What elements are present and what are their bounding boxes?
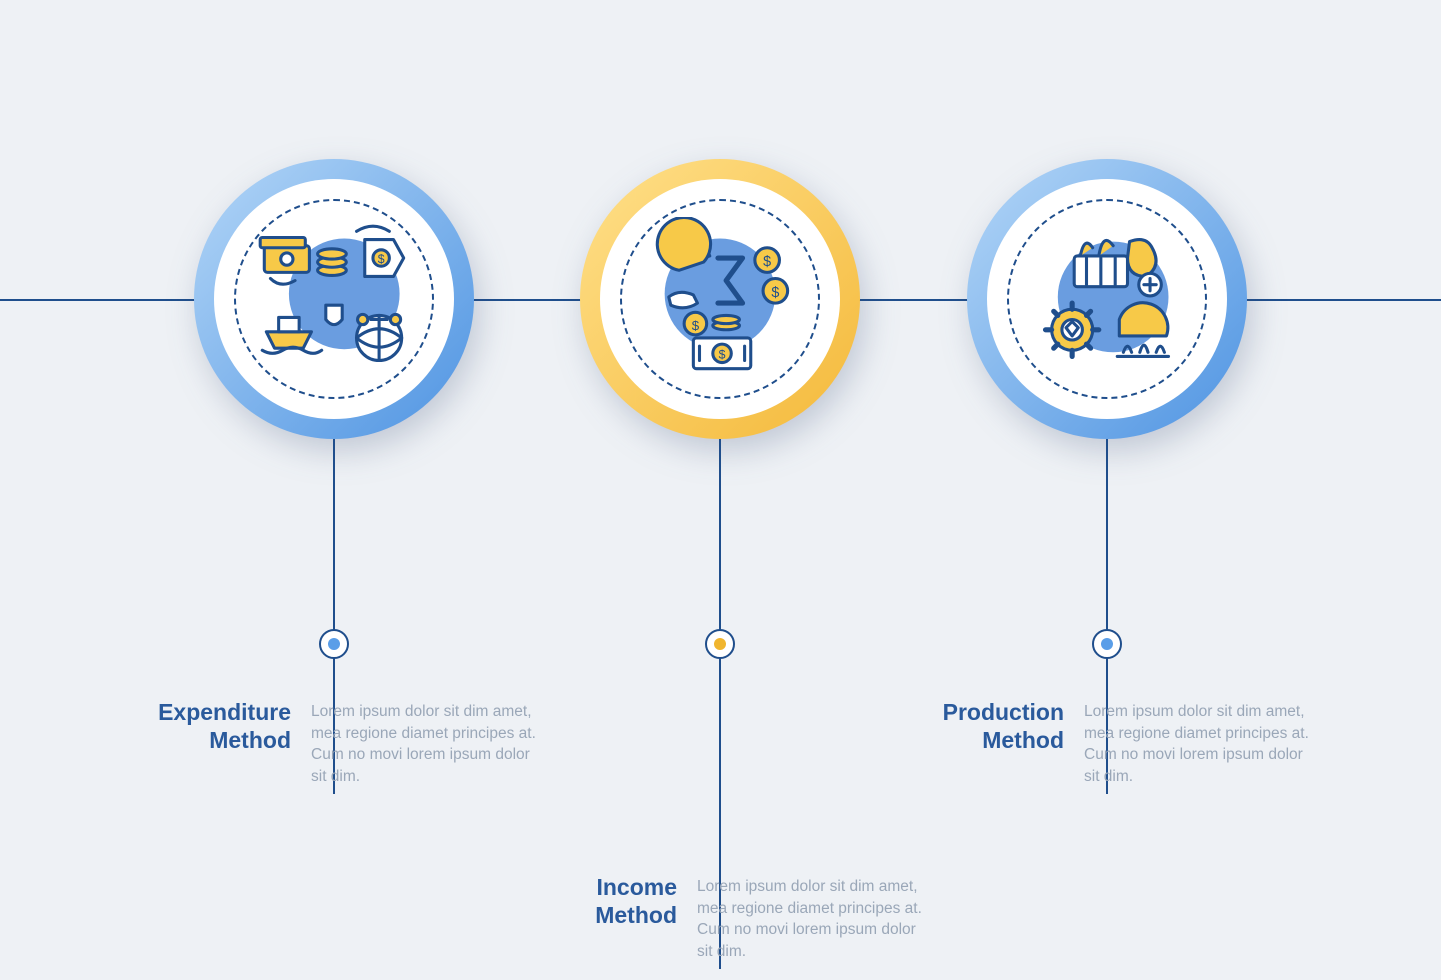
method-item-income: $ $ $ $ xyxy=(525,159,915,439)
connector-dot xyxy=(328,638,340,650)
medallion: $ $ $ $ xyxy=(580,159,860,439)
title-line1: Income xyxy=(596,874,677,900)
svg-text:$: $ xyxy=(719,347,726,361)
connector-node xyxy=(1092,629,1122,659)
method-title: Expenditure Method xyxy=(126,699,291,788)
svg-text:$: $ xyxy=(763,254,771,270)
production-icon xyxy=(1025,217,1189,381)
medallion xyxy=(967,159,1247,439)
svg-text:$: $ xyxy=(771,285,779,301)
expenditure-icon: $ xyxy=(252,217,416,381)
title-line1: Expenditure xyxy=(158,699,291,725)
connector-dot xyxy=(1101,638,1113,650)
title-line2: Method xyxy=(209,727,291,753)
title-line2: Method xyxy=(982,727,1064,753)
text-block: Production Method Lorem ipsum dolor sit … xyxy=(899,699,1319,788)
medallion: $ xyxy=(194,159,474,439)
text-block: Income Method Lorem ipsum dolor sit dim … xyxy=(512,874,932,963)
method-description: Lorem ipsum dolor sit dim amet, mea regi… xyxy=(311,699,546,788)
method-title: Income Method xyxy=(512,874,677,963)
infographic-canvas: $ xyxy=(0,0,1441,980)
title-line2: Method xyxy=(595,902,677,928)
title-line1: Production xyxy=(943,699,1064,725)
method-title: Production Method xyxy=(899,699,1064,788)
connector-dot xyxy=(714,638,726,650)
income-icon: $ $ $ $ xyxy=(638,217,802,381)
method-item-production: Production Method Lorem ipsum dolor sit … xyxy=(912,159,1302,439)
method-description: Lorem ipsum dolor sit dim amet, mea regi… xyxy=(1084,699,1319,788)
method-description: Lorem ipsum dolor sit dim amet, mea regi… xyxy=(697,874,932,963)
method-item-expenditure: $ xyxy=(139,159,529,439)
connector-node xyxy=(705,629,735,659)
svg-text:$: $ xyxy=(692,318,700,333)
connector-node xyxy=(319,629,349,659)
svg-text:$: $ xyxy=(378,252,385,266)
text-block: Expenditure Method Lorem ipsum dolor sit… xyxy=(126,699,546,788)
